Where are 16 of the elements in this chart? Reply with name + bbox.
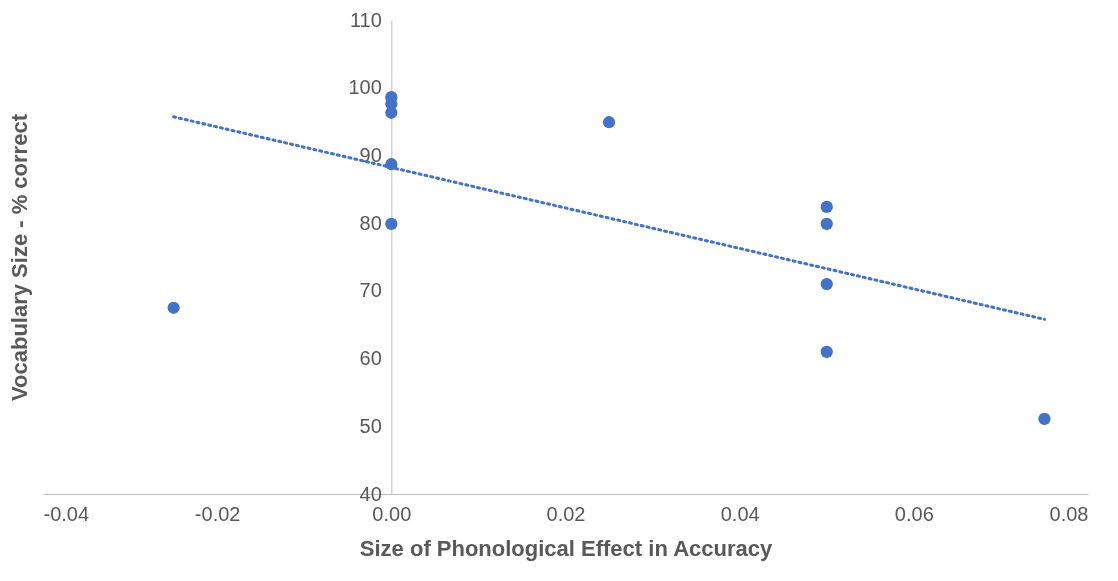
x-tick-label: 0.04 (720, 502, 760, 525)
y-tick-label: 40 (359, 482, 382, 505)
y-axis-title: Vocabulary Size - % correct (6, 113, 32, 401)
y-tick-label: 60 (359, 347, 382, 370)
x-tick-label: 0.00 (372, 502, 412, 525)
x-tick-label: -0.02 (194, 502, 241, 525)
x-tick-label: -0.04 (43, 502, 90, 525)
y-tick-label: 70 (359, 279, 382, 302)
y-tick-label: 80 (359, 211, 382, 234)
x-tick-label: 0.08 (1049, 502, 1089, 525)
y-tick-label: 50 (359, 414, 382, 437)
x-axis-title: Size of Phonological Effect in Accuracy (359, 535, 773, 561)
y-tick-label: 110 (349, 8, 382, 31)
y-tick-label: 100 (348, 76, 382, 99)
x-tick-label: 0.02 (546, 502, 586, 525)
x-tick-label: 0.06 (894, 502, 934, 525)
